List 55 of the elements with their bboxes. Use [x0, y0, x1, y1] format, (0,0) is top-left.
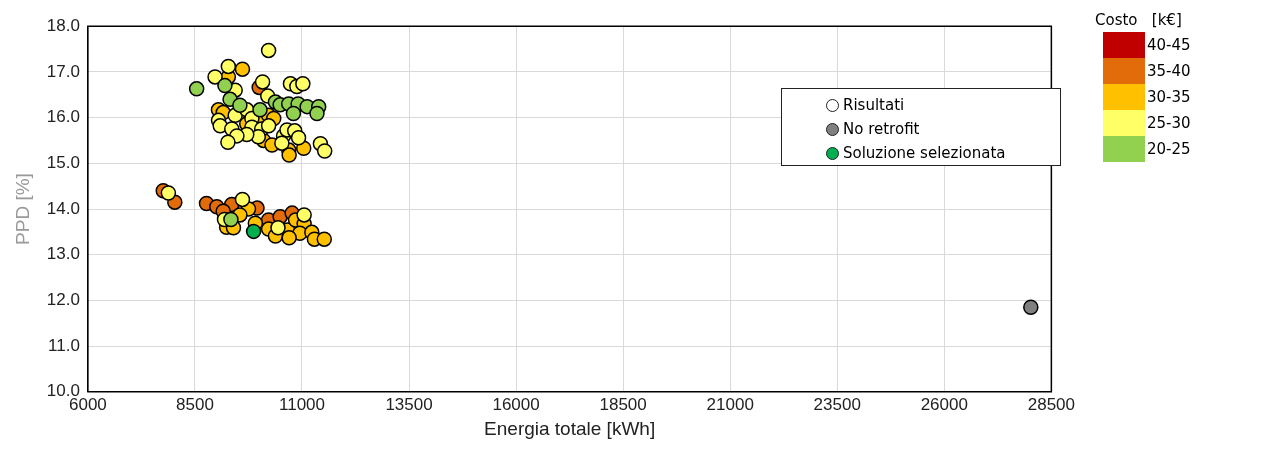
point	[270, 219, 286, 236]
y-tick-label: 15.0	[46, 152, 80, 172]
y-tick-label: 14.0	[46, 198, 80, 218]
point	[290, 129, 307, 146]
y-tick-label: 13.0	[46, 244, 80, 264]
point	[281, 230, 297, 246]
point	[274, 135, 290, 151]
point	[281, 147, 297, 163]
x-tick-label: 16000	[492, 394, 540, 414]
point	[223, 211, 239, 228]
point	[220, 134, 236, 151]
annotation: Risultati	[843, 95, 905, 116]
point	[260, 118, 277, 134]
legend-label: 30-35	[1147, 88, 1191, 106]
y-tick-label: 11.0	[48, 335, 80, 355]
point	[254, 74, 271, 90]
point	[220, 58, 237, 75]
point	[316, 143, 333, 159]
legend-label: 40-45	[1147, 36, 1191, 54]
x-tick-label: 11000	[278, 394, 325, 414]
point	[260, 42, 277, 59]
point	[309, 105, 325, 122]
point	[252, 102, 268, 118]
y-tick-label: 17.0	[46, 61, 80, 81]
y-tick-label: 16.0	[46, 107, 80, 127]
point	[160, 185, 177, 201]
point	[188, 81, 205, 97]
x-tick-label: 23500	[813, 394, 861, 414]
point	[295, 76, 311, 92]
point	[296, 207, 312, 223]
point	[207, 69, 223, 85]
legend-label: 20-25	[1147, 140, 1191, 158]
x-tick-label: 21000	[706, 394, 754, 414]
legend-label: 25-30	[1147, 114, 1191, 132]
x-tick-label: 13500	[385, 394, 433, 414]
x-tick-label: 28500	[1027, 394, 1075, 414]
x-tick-label: 26000	[920, 394, 968, 414]
y-axis-title: PPD [%]	[11, 173, 33, 245]
x-tick-label: 8500	[176, 394, 214, 414]
point	[234, 61, 251, 77]
legend-label: 35-40	[1147, 62, 1191, 80]
y-tick-label: 12.0	[46, 290, 80, 310]
x-tick-label: 18500	[599, 394, 647, 414]
point	[285, 105, 302, 122]
legend-label: No retrofit	[843, 119, 920, 140]
point	[234, 191, 251, 208]
point	[232, 97, 248, 114]
point	[316, 231, 333, 247]
y-tick-label: 18.0	[46, 15, 80, 35]
point	[245, 223, 262, 240]
point	[1023, 299, 1039, 316]
legend-title: Costo [k€]	[1095, 10, 1183, 31]
point	[217, 77, 233, 94]
x-axis-title: Energia totale [kWh]	[484, 417, 656, 439]
legend-label: Soluzione selezionata	[843, 143, 1006, 164]
